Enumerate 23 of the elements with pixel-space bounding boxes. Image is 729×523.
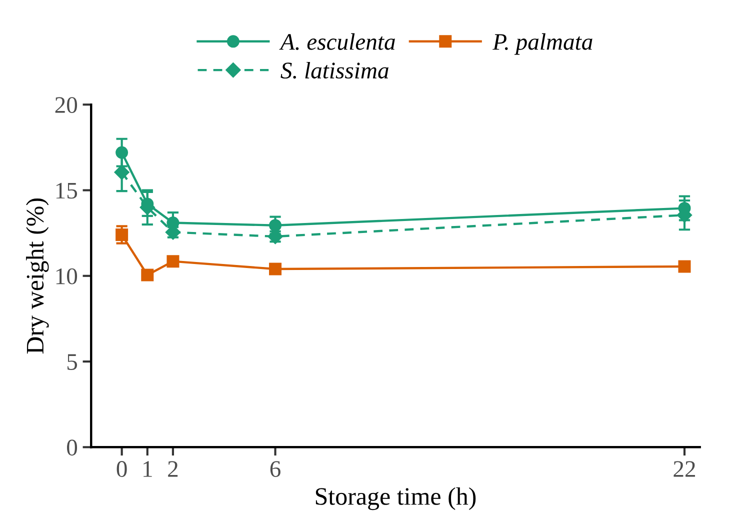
y-tick-label: 0 [67, 440, 78, 456]
x-tick-label: 22 [674, 461, 695, 477]
point [116, 146, 128, 159]
y-tick-label: 15 [56, 182, 78, 199]
x-tick-label: 6 [270, 461, 280, 477]
point [269, 262, 282, 276]
legend-label: S. latissima [280, 62, 388, 79]
y-tick-label: 20 [55, 97, 78, 114]
y-tick-label: 10 [56, 268, 78, 284]
x-tick-label: 0 [116, 461, 127, 477]
x-tick-label: 2 [168, 461, 178, 477]
y-axis-title: Dry weight (%) [26, 198, 49, 354]
point [114, 164, 130, 180]
point [678, 260, 691, 273]
point [269, 219, 282, 232]
legend-label: P. palmata [492, 33, 592, 55]
x-axis-title: Storage time (h) [316, 487, 476, 510]
point [116, 228, 128, 242]
point [166, 255, 180, 268]
legend-label: A. esculenta [279, 33, 395, 50]
y-tick-label: 5 [67, 354, 78, 370]
point [141, 268, 154, 282]
x-tick-label: 1 [144, 461, 152, 477]
